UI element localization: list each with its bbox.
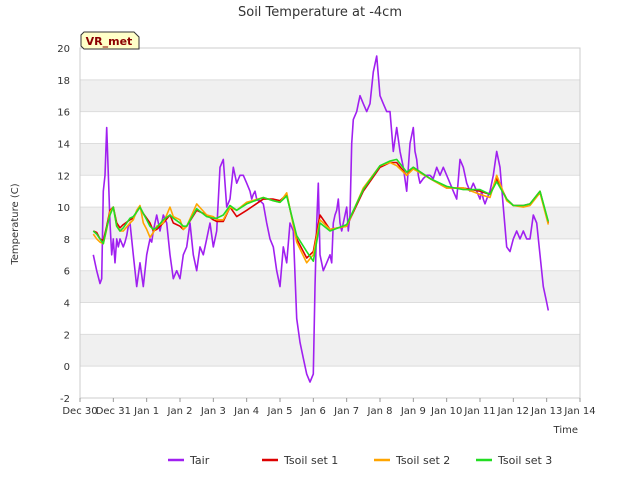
x-tick-label: Jan 6	[300, 406, 326, 417]
series-lines	[92, 55, 550, 383]
background-band	[80, 48, 580, 80]
legend-label-tair: Tair	[189, 454, 210, 467]
y-axis-label: Temperature (C)	[10, 183, 21, 265]
y-tick-label: 18	[57, 76, 70, 87]
background-band	[80, 175, 580, 208]
station-label: VR_met	[86, 35, 133, 48]
series-line-tsoil-set-3	[92, 158, 550, 263]
background-band	[80, 366, 580, 398]
x-tick-label: Jan 11	[463, 406, 495, 417]
y-tick-label: 16	[57, 108, 70, 119]
y-tick-label: 12	[57, 171, 70, 182]
x-tick-label: Jan 13	[530, 406, 562, 417]
legend-label-tsoil-set-1: Tsoil set 1	[283, 454, 338, 467]
y-axis-ticks: -2 0 2 4 6 8 10 12 14 16 18 20	[57, 44, 70, 405]
y-tick-label: -2	[60, 394, 70, 405]
background-band	[80, 334, 580, 367]
series-line-tsoil-set-2	[92, 161, 550, 264]
x-tick-label: Jan 7	[333, 406, 359, 417]
y-tick-label: 0	[64, 362, 70, 373]
y-tick-label: 8	[64, 235, 70, 246]
legend-label-tsoil-set-2: Tsoil set 2	[395, 454, 450, 467]
x-tick-label: Jan 10	[430, 406, 462, 417]
x-tick-label: Jan 12	[497, 406, 529, 417]
chart-title: Soil Temperature at -4cm	[238, 5, 402, 20]
x-tick-label: Jan 9	[400, 406, 426, 417]
station-label-background	[80, 31, 140, 50]
x-tick-label: Jan 8	[367, 406, 393, 417]
y-tick-label: 14	[57, 139, 70, 150]
y-tick-label: 10	[57, 203, 70, 214]
x-tick-label: Dec 30	[62, 406, 97, 417]
station-label-box: VR_met	[80, 31, 140, 50]
background-band	[80, 270, 580, 303]
x-tick-label: Jan 5	[267, 406, 293, 417]
x-axis-label: Time	[553, 425, 578, 436]
y-tick-label: 4	[64, 299, 70, 310]
background-band	[80, 302, 580, 335]
legend: Tair Tsoil set 1 Tsoil set 2 Tsoil set 3	[168, 454, 552, 467]
y-tick-label: 2	[64, 330, 70, 341]
x-tick-label: Jan 14	[563, 406, 595, 417]
x-tick-label: Jan 3	[200, 406, 226, 417]
x-tick-label: Jan 4	[233, 406, 259, 417]
y-tick-label: 6	[64, 267, 70, 278]
background-band	[80, 79, 580, 112]
plot-frame	[79, 47, 581, 399]
x-tick-label: Jan 1	[133, 406, 159, 417]
legend-label-tsoil-set-3: Tsoil set 3	[497, 454, 552, 467]
x-tick-label: Dec 31	[96, 406, 131, 417]
background-band	[80, 111, 580, 144]
x-tick-label: Jan 2	[167, 406, 193, 417]
y-tick-label: 20	[57, 44, 70, 55]
background-band	[80, 143, 580, 176]
